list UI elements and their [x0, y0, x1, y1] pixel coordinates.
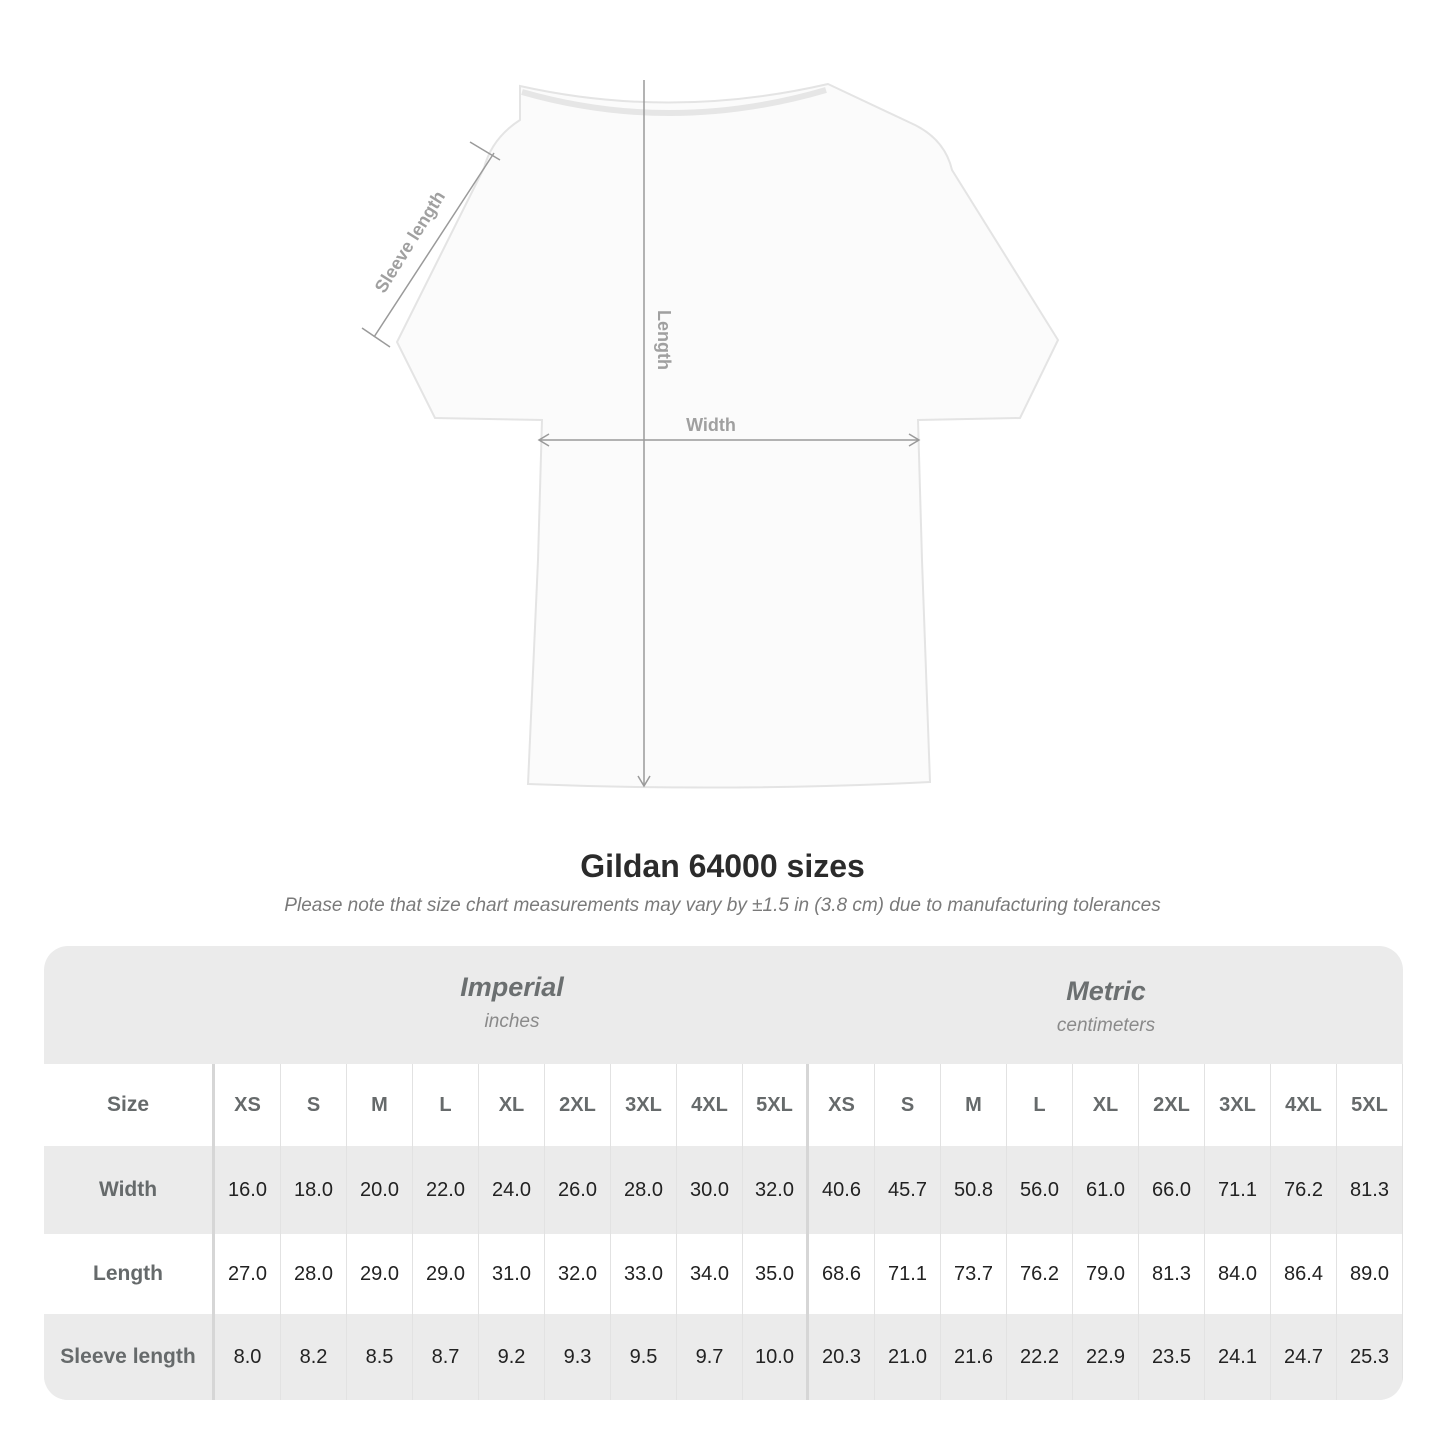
value-cell: 34.0	[677, 1234, 743, 1314]
row-label: Sleeve length	[44, 1314, 215, 1400]
size-header-cell: 4XL	[1271, 1064, 1337, 1146]
size-header-row: Size XS S M L XL 2XL 3XL 4XL 5XL XS S M L XL 2XL 3XL 4XL 5…	[44, 1064, 1403, 1146]
value-cell: 50.8	[941, 1146, 1007, 1234]
value-cell: 29.0	[413, 1234, 479, 1314]
tshirt-diagram: Width Length Sleeve length	[361, 80, 1060, 789]
size-header-cell: L	[413, 1064, 479, 1146]
row-label: Width	[44, 1146, 215, 1234]
size-header-cell: 5XL	[1337, 1064, 1403, 1146]
value-cell: 25.3	[1337, 1314, 1403, 1400]
size-header-cell: 3XL	[611, 1064, 677, 1146]
value-cell: 10.0	[743, 1314, 809, 1400]
width-label: Width	[686, 415, 736, 435]
table-row: Width 16.0 18.0 20.0 22.0 24.0 26.0 28.0 30.0 32.…	[44, 1146, 1403, 1234]
metric-header: Metric centimeters	[809, 946, 1403, 1064]
length-label: Length	[654, 310, 674, 370]
value-cell: 21.0	[875, 1314, 941, 1400]
value-cell: 29.0	[347, 1234, 413, 1314]
value-cell: 86.4	[1271, 1234, 1337, 1314]
value-cell: 9.2	[479, 1314, 545, 1400]
value-cell: 56.0	[1007, 1146, 1073, 1234]
value-cell: 40.6	[809, 1146, 875, 1234]
value-cell: 18.0	[281, 1146, 347, 1234]
size-header-cell: S	[875, 1064, 941, 1146]
value-cell: 35.0	[743, 1234, 809, 1314]
size-header-cell: 5XL	[743, 1064, 809, 1146]
value-cell: 8.5	[347, 1314, 413, 1400]
row-label: Length	[44, 1234, 215, 1314]
value-cell: 81.3	[1337, 1146, 1403, 1234]
size-header-cell: S	[281, 1064, 347, 1146]
imperial-header: Imperial inches	[215, 946, 809, 1064]
value-cell: 16.0	[215, 1146, 281, 1234]
value-cell: 26.0	[545, 1146, 611, 1234]
value-cell: 61.0	[1073, 1146, 1139, 1234]
value-cell: 24.7	[1271, 1314, 1337, 1400]
size-header-cell: 2XL	[1139, 1064, 1205, 1146]
value-cell: 28.0	[281, 1234, 347, 1314]
row-label: Size	[44, 1064, 215, 1146]
value-cell: 9.7	[677, 1314, 743, 1400]
value-cell: 21.6	[941, 1314, 1007, 1400]
metric-unit: centimeters	[1056, 1015, 1156, 1036]
page-title: Gildan 64000 sizes	[580, 848, 865, 884]
value-cell: 8.7	[413, 1314, 479, 1400]
tolerance-note: Please note that size chart measurements…	[284, 895, 1161, 916]
value-cell: 45.7	[875, 1146, 941, 1234]
value-cell: 22.0	[413, 1146, 479, 1234]
value-cell: 20.3	[809, 1314, 875, 1400]
value-cell: 66.0	[1139, 1146, 1205, 1234]
collar	[521, 87, 827, 116]
value-cell: 32.0	[743, 1146, 809, 1234]
value-cell: 71.1	[875, 1234, 941, 1314]
value-cell: 22.2	[1007, 1314, 1073, 1400]
table-row: Length 27.0 28.0 29.0 29.0 31.0 32.0 33.0 34.0 35…	[44, 1234, 1403, 1314]
value-cell: 28.0	[611, 1146, 677, 1234]
size-header-cell: XS	[809, 1064, 875, 1146]
value-cell: 8.2	[281, 1314, 347, 1400]
value-cell: 32.0	[545, 1234, 611, 1314]
value-cell: 9.5	[611, 1314, 677, 1400]
value-cell: 24.0	[479, 1146, 545, 1234]
size-header-cell: M	[941, 1064, 1007, 1146]
value-cell: 76.2	[1007, 1234, 1073, 1314]
size-header-cell: 2XL	[545, 1064, 611, 1146]
size-header-cell: 3XL	[1205, 1064, 1271, 1146]
size-header-cell: 4XL	[677, 1064, 743, 1146]
imperial-unit: inches	[484, 1011, 540, 1032]
value-cell: 30.0	[677, 1146, 743, 1234]
imperial-label: Imperial	[460, 972, 564, 1002]
size-header-cell: M	[347, 1064, 413, 1146]
value-cell: 22.9	[1073, 1314, 1139, 1400]
value-cell: 33.0	[611, 1234, 677, 1314]
sleeve-measure-line	[373, 152, 495, 338]
value-cell: 23.5	[1139, 1314, 1205, 1400]
metric-label: Metric	[1066, 976, 1146, 1006]
size-header-cell: L	[1007, 1064, 1073, 1146]
value-cell: 73.7	[941, 1234, 1007, 1314]
value-cell: 9.3	[545, 1314, 611, 1400]
value-cell: 31.0	[479, 1234, 545, 1314]
tshirt-image	[395, 82, 1060, 789]
value-cell: 71.1	[1205, 1146, 1271, 1234]
value-cell: 84.0	[1205, 1234, 1271, 1314]
size-header-cell: XL	[479, 1064, 545, 1146]
value-cell: 79.0	[1073, 1234, 1139, 1314]
value-cell: 89.0	[1337, 1234, 1403, 1314]
value-cell: 27.0	[215, 1234, 281, 1314]
value-cell: 24.1	[1205, 1314, 1271, 1400]
value-cell: 76.2	[1271, 1146, 1337, 1234]
size-header-cell: XL	[1073, 1064, 1139, 1146]
value-cell: 20.0	[347, 1146, 413, 1234]
value-cell: 81.3	[1139, 1234, 1205, 1314]
size-table: Imperial inches Metric centimeters Size X…	[44, 946, 1403, 1400]
value-cell: 68.6	[809, 1234, 875, 1314]
value-cell: 8.0	[215, 1314, 281, 1400]
table-row: Sleeve length 8.0 8.2 8.5 8.7 9.2 9.3 9.5 9.7 10.…	[44, 1314, 1403, 1400]
size-header-cell: XS	[215, 1064, 281, 1146]
